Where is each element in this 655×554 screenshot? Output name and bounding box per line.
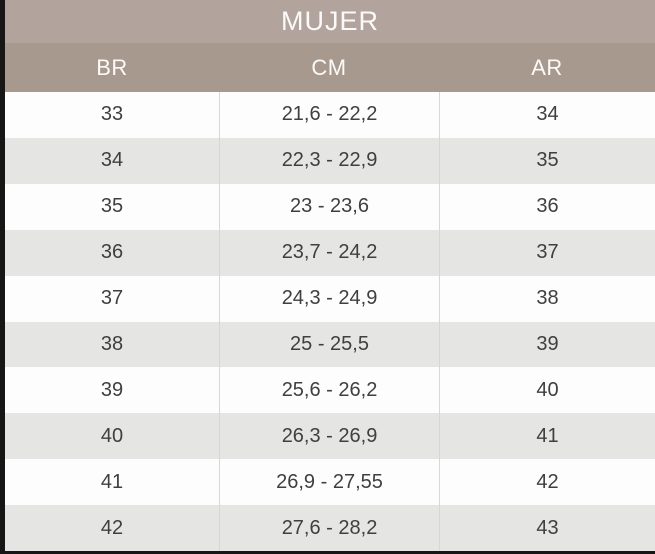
table-row: 41 26,9 - 27,55 42 xyxy=(5,459,655,506)
table-cell: 34 xyxy=(100,149,124,172)
table-cell: 33 xyxy=(100,103,124,126)
table-cell: 21,6 - 22,2 xyxy=(219,92,439,138)
column-header-br: BR xyxy=(96,54,128,80)
table-body: 33 21,6 - 22,2 34 34 22,3 - 22,9 35 35 23 - 23,… xyxy=(5,92,655,552)
table-row: 38 25 - 25,5 39 xyxy=(5,321,655,368)
table-cell: 25,6 - 26,2 xyxy=(219,367,439,414)
table-cell: 26,3 - 26,9 xyxy=(219,413,439,460)
table-row: 42 27,6 - 28,2 43 xyxy=(5,505,655,552)
table-title-bar: MUJER xyxy=(5,0,655,43)
table-cell: 36 xyxy=(100,241,124,264)
table-cell: 40 xyxy=(100,424,124,447)
table-cell: 27,6 - 28,2 xyxy=(219,505,439,552)
table-cell: 38 xyxy=(439,275,655,322)
table-title: MUJER xyxy=(281,6,379,36)
table-row: 35 23 - 23,6 36 xyxy=(5,183,655,230)
table-header-row: BR CM AR xyxy=(5,43,655,92)
size-chart-table: MUJER BR CM AR 33 21,6 - 22,2 34 34 22,3 - 2… xyxy=(5,0,655,552)
table-cell: 39 xyxy=(100,378,124,401)
table-cell: 38 xyxy=(100,332,124,355)
table-cell: 24,3 - 24,9 xyxy=(219,275,439,322)
table-cell: 23,7 - 24,2 xyxy=(219,229,439,276)
table-cell: 22,3 - 22,9 xyxy=(219,137,439,184)
table-cell: 25 - 25,5 xyxy=(219,321,439,368)
table-cell: 26,9 - 27,55 xyxy=(219,459,439,506)
table-cell: 42 xyxy=(100,516,124,539)
table-row: 33 21,6 - 22,2 34 xyxy=(5,92,655,138)
table-row: 34 22,3 - 22,9 35 xyxy=(5,137,655,184)
table-cell: 41 xyxy=(100,470,124,493)
table-cell: 23 - 23,6 xyxy=(219,183,439,230)
table-cell: 36 xyxy=(439,183,655,230)
column-header-cm: CM xyxy=(311,54,347,80)
table-cell: 43 xyxy=(439,505,655,552)
table-row: 39 25,6 - 26,2 40 xyxy=(5,367,655,414)
table-row: 37 24,3 - 24,9 38 xyxy=(5,275,655,322)
table-cell: 35 xyxy=(439,137,655,184)
table-cell: 35 xyxy=(100,195,124,218)
column-header-ar: AR xyxy=(531,54,563,80)
table-cell: 42 xyxy=(439,459,655,506)
table-cell: 40 xyxy=(439,367,655,414)
table-cell: 39 xyxy=(439,321,655,368)
table-cell: 41 xyxy=(439,413,655,460)
table-row: 36 23,7 - 24,2 37 xyxy=(5,229,655,276)
table-row: 40 26,3 - 26,9 41 xyxy=(5,413,655,460)
table-cell: 37 xyxy=(100,287,124,310)
table-cell: 34 xyxy=(439,92,655,138)
table-cell: 37 xyxy=(439,229,655,276)
